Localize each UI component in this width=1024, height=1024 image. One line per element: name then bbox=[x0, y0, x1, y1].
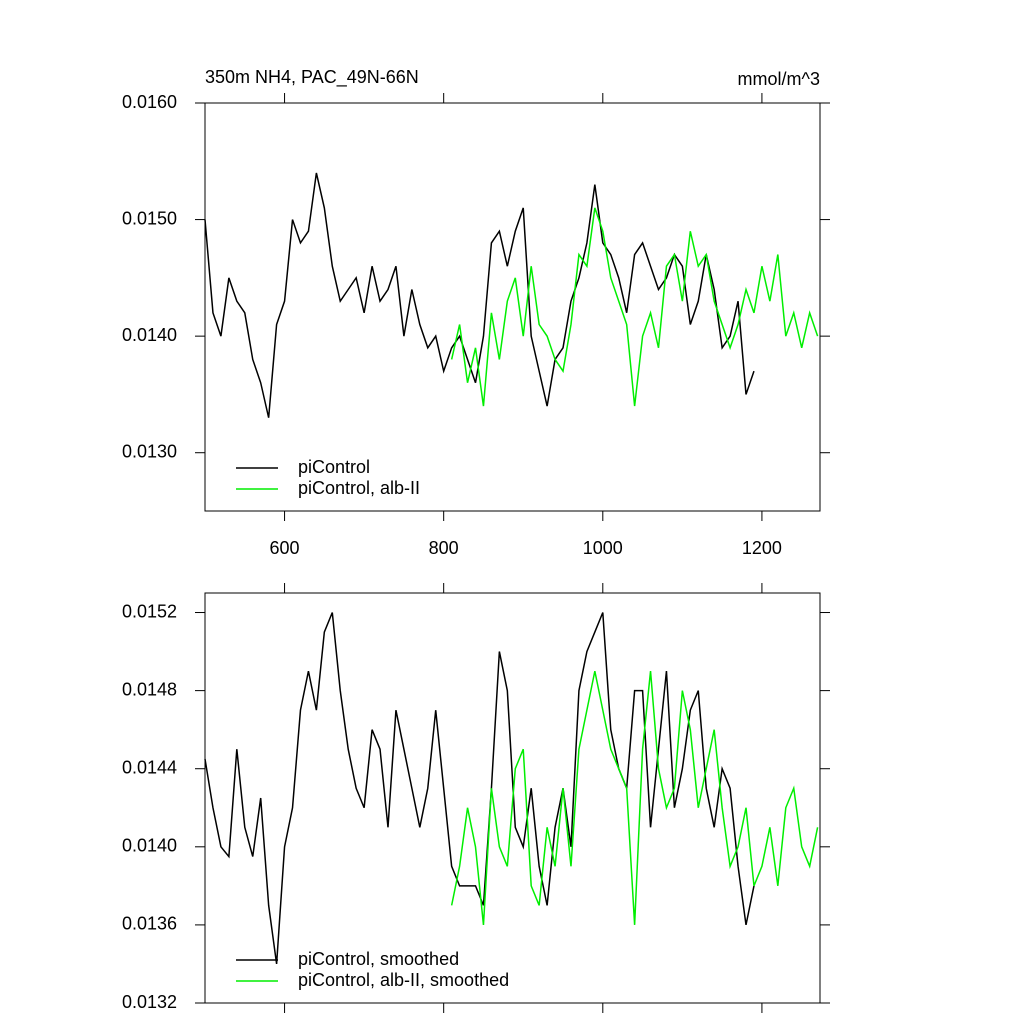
legend-label: piControl, alb-II bbox=[298, 478, 420, 498]
x-tick-label: 1200 bbox=[742, 538, 782, 558]
x-tick-label: 1000 bbox=[583, 538, 623, 558]
y-tick-label: 0.0148 bbox=[122, 679, 177, 699]
units-label: mmol/m^3 bbox=[738, 69, 820, 89]
series-line bbox=[450, 670, 819, 925]
series-line bbox=[450, 207, 819, 407]
y-tick-label: 0.0160 bbox=[122, 92, 177, 112]
y-tick-label: 0.0130 bbox=[122, 441, 177, 461]
plot-frame bbox=[204, 102, 821, 512]
legend-label: piControl, alb-II, smoothed bbox=[298, 970, 509, 990]
series-line bbox=[204, 172, 755, 418]
y-tick-label: 0.0152 bbox=[122, 601, 177, 621]
x-tick-label: 800 bbox=[429, 538, 459, 558]
y-tick-label: 0.0140 bbox=[122, 325, 177, 345]
y-tick-label: 0.0136 bbox=[122, 914, 177, 934]
plot-frame bbox=[204, 592, 821, 1004]
x-tick-label: 600 bbox=[270, 538, 300, 558]
legend-label: piControl, smoothed bbox=[298, 949, 459, 969]
chart-title: 350m NH4, PAC_49N-66N bbox=[205, 67, 419, 88]
y-tick-label: 0.0140 bbox=[122, 836, 177, 856]
legend-label: piControl bbox=[298, 457, 370, 477]
y-tick-label: 0.0150 bbox=[122, 208, 177, 228]
y-tick-label: 0.0144 bbox=[122, 757, 177, 777]
series-line bbox=[204, 612, 755, 965]
y-tick-label: 0.0132 bbox=[122, 992, 177, 1012]
